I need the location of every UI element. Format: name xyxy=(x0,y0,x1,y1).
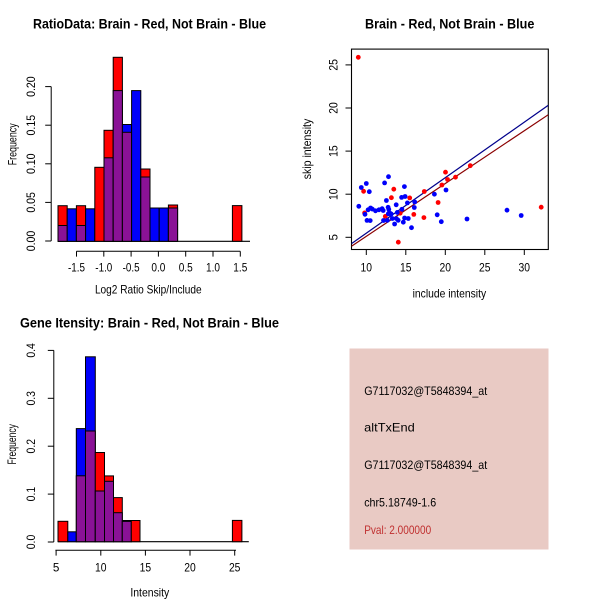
svg-text:20: 20 xyxy=(327,102,341,114)
svg-text:5: 5 xyxy=(327,234,341,241)
svg-text:Brain - Red, Not Brain - Blue: Brain - Red, Not Brain - Blue xyxy=(365,16,534,32)
svg-text:Gene Itensity: Brain - Red, No: Gene Itensity: Brain - Red, Not Brain - … xyxy=(20,315,279,331)
svg-text:30: 30 xyxy=(519,261,531,275)
svg-text:skip intensity: skip intensity xyxy=(300,119,314,180)
svg-text:-1.5: -1.5 xyxy=(68,261,85,275)
svg-text:Intensity: Intensity xyxy=(130,585,169,599)
svg-text:0.0: 0.0 xyxy=(151,261,165,275)
svg-text:10: 10 xyxy=(95,561,107,575)
svg-text:10: 10 xyxy=(327,188,341,200)
svg-text:25: 25 xyxy=(229,561,241,575)
svg-text:0.15: 0.15 xyxy=(24,115,38,136)
svg-text:0.1: 0.1 xyxy=(24,487,38,502)
svg-text:25: 25 xyxy=(479,261,491,275)
svg-text:Log2 Ratio Skip/Include: Log2 Ratio Skip/Include xyxy=(95,282,202,296)
svg-text:20: 20 xyxy=(184,561,196,575)
svg-text:chr5.18749-1.6: chr5.18749-1.6 xyxy=(364,495,436,509)
svg-text:0.10: 0.10 xyxy=(24,153,38,174)
svg-text:-1.0: -1.0 xyxy=(95,261,112,275)
svg-text:15: 15 xyxy=(327,145,341,157)
svg-text:include intensity: include intensity xyxy=(413,287,487,301)
svg-text:5: 5 xyxy=(53,561,60,575)
svg-text:0.2: 0.2 xyxy=(24,439,38,454)
svg-text:altTxEnd: altTxEnd xyxy=(364,421,415,435)
svg-text:0.3: 0.3 xyxy=(24,391,38,406)
svg-text:0.0: 0.0 xyxy=(24,534,38,549)
svg-text:Pval: 2.000000: Pval: 2.000000 xyxy=(364,523,431,537)
svg-text:0.05: 0.05 xyxy=(24,192,38,213)
svg-text:0.20: 0.20 xyxy=(24,76,38,97)
svg-text:G7117032@T5848394_at: G7117032@T5848394_at xyxy=(364,458,488,472)
svg-text:15: 15 xyxy=(140,561,152,575)
svg-text:RatioData: Brain - Red, Not Br: RatioData: Brain - Red, Not Brain - Blue xyxy=(33,16,266,32)
svg-text:-0.5: -0.5 xyxy=(123,261,140,275)
svg-text:Frequency: Frequency xyxy=(6,123,20,165)
svg-text:1.0: 1.0 xyxy=(206,261,220,275)
svg-text:0.00: 0.00 xyxy=(24,230,38,251)
svg-text:0.5: 0.5 xyxy=(179,261,193,275)
svg-text:G7117032@T5848394_at: G7117032@T5848394_at xyxy=(364,384,488,398)
svg-text:10: 10 xyxy=(361,261,373,275)
svg-text:15: 15 xyxy=(400,261,412,275)
svg-text:Frequency: Frequency xyxy=(5,424,19,465)
svg-text:20: 20 xyxy=(440,261,452,275)
svg-text:1.5: 1.5 xyxy=(233,261,247,275)
svg-text:25: 25 xyxy=(327,59,341,71)
svg-text:0.4: 0.4 xyxy=(24,343,38,358)
